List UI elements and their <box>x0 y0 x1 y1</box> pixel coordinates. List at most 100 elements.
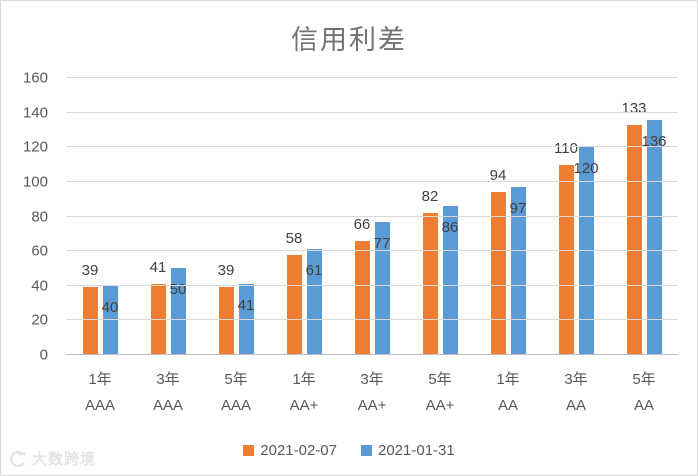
gridline-20 <box>66 319 678 321</box>
bar-2021-02-07: 39 <box>218 263 234 355</box>
x-axis-category-label: 3年 AAA <box>126 367 210 419</box>
bar-2021-02-07: 39 <box>82 263 98 355</box>
bar-group-5年-AAA: 39 41 5年 AAA <box>202 78 270 414</box>
y-axis-tick-label: 80 <box>31 208 48 225</box>
bar-2021-01-31: 77 <box>373 221 391 355</box>
y-axis-tick-label: 0 <box>39 346 48 364</box>
bar-2021-02-07: 58 <box>286 231 302 355</box>
gridline-160 <box>66 77 678 78</box>
x-axis-category-term: 5年 <box>224 371 248 388</box>
gridline-0 <box>66 354 678 355</box>
gridline-60 <box>66 250 678 252</box>
legend-swatch-icon <box>361 445 372 456</box>
bar-2021-01-31: 61 <box>305 249 323 355</box>
x-axis-category-term: 3年 <box>564 371 588 388</box>
bar-groups: 39 40 1年 AAA 41 50 3年 AAA 39 41 5年 AAA 58 61 1年 AA+ 66 77… <box>66 78 678 414</box>
y-axis-tick-label: 60 <box>31 242 48 260</box>
legend-item-2021-02-07: 2021-02-07 <box>243 442 337 459</box>
bar-value-label: 94 <box>489 167 507 185</box>
bar-2021-01-31: 120 <box>573 147 599 355</box>
plot-area: 39 40 1年 AAA 41 50 3年 AAA 39 41 5年 AAA 58 61 1年 AA+ 66 77… <box>66 77 678 414</box>
bar-2021-02-07: 133 <box>621 101 647 355</box>
bar-value-label: 40 <box>101 298 119 316</box>
bar-group-5年-AA+: 82 86 5年 AA+ <box>406 78 474 414</box>
legend-label: 2021-01-31 <box>378 442 455 459</box>
x-axis-category-rating: AAA <box>152 397 183 414</box>
watermark-logo-icon <box>9 450 26 467</box>
bar-group-1年-AA: 94 97 1年 AA <box>474 78 542 414</box>
bar-value-label: 120 <box>573 160 599 178</box>
bar-value-label: 133 <box>621 99 647 117</box>
bar-group-5年-AA: 133 136 5年 AA <box>610 78 678 414</box>
watermark: 大数跨境 <box>8 448 96 469</box>
bar-group-3年-AA+: 66 77 3年 AA+ <box>338 78 406 414</box>
x-axis-category-label: 5年 AA+ <box>398 367 482 419</box>
gridline-140 <box>66 111 678 113</box>
x-axis-category-term: 5年 <box>428 371 452 388</box>
y-axis-tick-label: 120 <box>22 138 48 156</box>
x-axis-category-term: 3年 <box>360 371 384 388</box>
x-axis-category-rating: AA+ <box>425 397 455 414</box>
bar-2021-02-07: 66 <box>354 217 370 355</box>
x-axis-category-rating: AAA <box>84 397 115 414</box>
bar-value-label: 39 <box>217 262 235 280</box>
x-axis-category-rating: AA <box>497 397 518 414</box>
bar-2021-01-31: 86 <box>441 206 459 355</box>
bar-value-label: 41 <box>149 259 167 277</box>
gridline-80 <box>66 215 678 217</box>
y-axis-tick-label: 160 <box>22 69 48 87</box>
bar-value-label: 50 <box>169 281 187 299</box>
y-axis-tick-label: 100 <box>22 173 48 191</box>
gridline-120 <box>66 146 678 148</box>
x-axis-category-label: 5年 AAA <box>194 367 278 419</box>
gridline-100 <box>66 180 678 182</box>
bar-group-3年-AA: 110 120 3年 AA <box>542 78 610 414</box>
x-axis-category-rating: AAA <box>220 397 251 414</box>
bar-value-label: 97 <box>509 200 527 218</box>
y-axis-tick-label: 140 <box>22 104 48 122</box>
bar-group-3年-AAA: 41 50 3年 AAA <box>134 78 202 414</box>
x-axis-category-rating: AA <box>565 397 586 414</box>
x-axis-category-label: 5年 AA <box>602 367 686 419</box>
x-axis-category-term: 1年 <box>496 371 520 388</box>
bar-value-label: 110 <box>554 139 578 157</box>
gridline-40 <box>66 284 678 286</box>
bar-2021-01-31: 40 <box>101 285 119 355</box>
bar-value-label: 77 <box>373 234 391 252</box>
x-axis-category-term: 1年 <box>292 371 316 388</box>
x-axis-category-label: 3年 AA <box>534 367 618 419</box>
bar-value-label: 61 <box>305 262 323 280</box>
y-axis: 160 140 120 100 80 60 40 20 0 <box>1 71 48 363</box>
bar-2021-01-31: 50 <box>169 268 187 355</box>
x-axis-category-rating: AA+ <box>289 397 319 414</box>
bar-2021-01-31: 97 <box>509 187 527 355</box>
y-axis-tick-label: 40 <box>31 277 48 295</box>
bar-2021-02-07: 110 <box>554 141 578 355</box>
x-axis-category-term: 5年 <box>632 371 656 388</box>
x-axis-category-rating: AA+ <box>357 397 387 414</box>
chart-title: 信用利差 <box>291 25 407 55</box>
x-axis-category-term: 1年 <box>88 371 112 388</box>
bar-value-label: 66 <box>353 215 371 233</box>
bar-2021-02-07: 94 <box>490 168 506 355</box>
legend: 2021-02-07 2021-01-31 <box>1 442 697 459</box>
x-axis-category-label: 3年 AA+ <box>330 367 414 419</box>
legend-item-2021-01-31: 2021-01-31 <box>361 442 455 459</box>
bar-group-1年-AAA: 39 40 1年 AAA <box>66 78 134 414</box>
bar-group-1年-AA+: 58 61 1年 AA+ <box>270 78 338 414</box>
bar-value-label: 39 <box>81 262 99 280</box>
bar-value-label: 82 <box>421 188 439 206</box>
x-axis-category-label: 1年 AAA <box>58 367 142 419</box>
x-axis-category-rating: AA <box>633 397 654 414</box>
bar-value-label: 86 <box>441 219 459 237</box>
legend-swatch-icon <box>243 445 255 456</box>
x-axis-category-label: 1年 AA+ <box>262 367 346 419</box>
y-axis-tick-label: 20 <box>31 311 48 329</box>
bar-2021-01-31: 136 <box>641 119 667 355</box>
bar-value-label: 41 <box>237 297 255 315</box>
bar-value-label: 136 <box>641 132 667 150</box>
x-axis-category-term: 3年 <box>156 371 180 388</box>
watermark-text: 大数跨境 <box>32 451 97 468</box>
x-axis-category-label: 1年 AA <box>466 367 550 419</box>
